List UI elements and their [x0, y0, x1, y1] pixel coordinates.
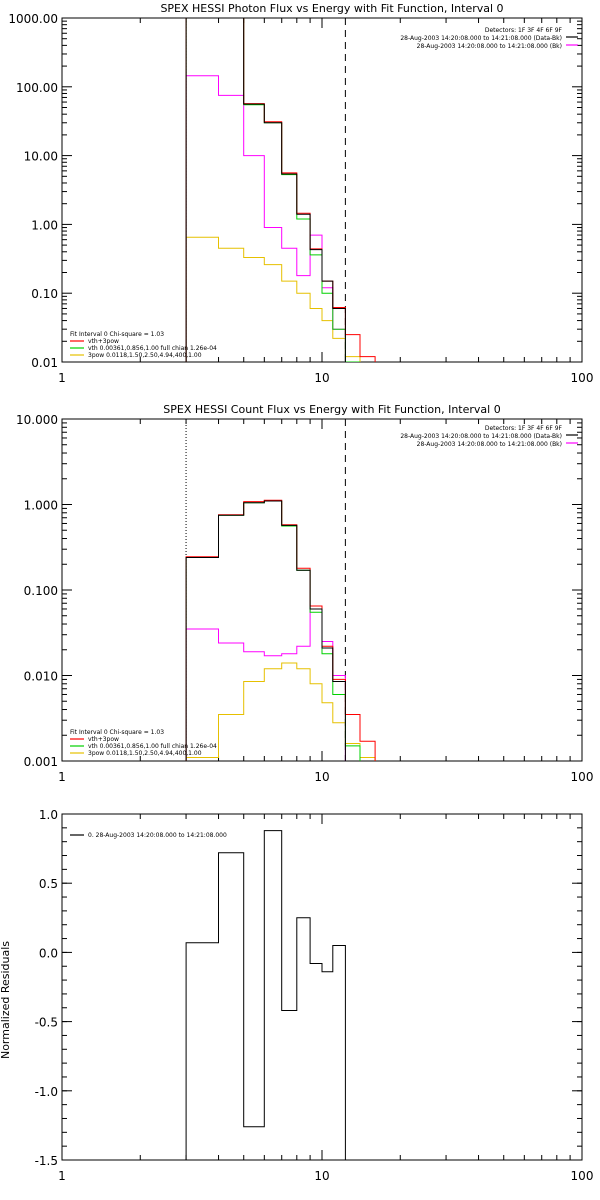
x-tick-label: 10: [314, 1169, 329, 1183]
legend-fit-summary: Fit Interval 0 Chi-square = 1.03: [70, 331, 164, 338]
background-line: [185, 608, 346, 761]
power-law-component-line: [185, 236, 361, 362]
y-tick-label: 0.010: [24, 670, 58, 684]
y-tick-label: 0.5: [39, 877, 58, 891]
y-tick-label: 0.10: [31, 287, 58, 301]
legend-total-label: vth+3pow: [88, 736, 119, 743]
background-line: [185, 75, 346, 362]
observed-spectrum-line: [185, 500, 346, 761]
photon-flux-header: Detectors: 1F 3F 4F 6F 9F 28-Aug-2003 14…: [400, 27, 562, 50]
observed-spectrum-line: [185, 18, 346, 362]
y-tick-label: 0.100: [24, 584, 58, 598]
photon-flux-panel: SPEX HESSI Photon Flux vs Energy with Fi…: [8, 2, 593, 385]
y-tick-label: -1.0: [35, 1085, 58, 1099]
y-tick-label: 10.000: [16, 413, 58, 427]
observed-spectrum-line: [185, 830, 346, 1160]
y-tick-label: 1000.00: [8, 12, 58, 26]
legend-power-law-label: 3pow 0.0118,1.50,2.50,4.94,400,1.00: [88, 750, 202, 757]
count-flux-panel: SPEX HESSI Count Flux vs Energy with Fit…: [16, 403, 593, 784]
legend-fit-summary: Fit Interval 0 Chi-square = 1.03: [70, 729, 164, 736]
residuals-ylabel: Normalized Residuals: [0, 941, 12, 1059]
x-tick-label: 10: [314, 770, 329, 784]
header-data-interval: 28-Aug-2003 14:20:08.000 to 14:21:08.000…: [400, 433, 562, 440]
y-tick-label: 0.001: [24, 755, 58, 769]
photon-flux-legend: Fit Interval 0 Chi-square = 1.03 vth+3po…: [70, 331, 217, 359]
y-tick-label: 0.01: [31, 356, 58, 370]
y-tick-label: 1.00: [31, 218, 58, 232]
x-tick-label: 100: [571, 371, 594, 385]
y-tick-label: 100.00: [16, 81, 58, 95]
legend-total-label: vth+3pow: [88, 338, 119, 345]
x-tick-label: 1: [58, 1169, 66, 1183]
y-tick-label: 0.0: [39, 946, 58, 960]
count-flux-title: SPEX HESSI Count Flux vs Energy with Fit…: [163, 403, 500, 416]
y-tick-label: -1.5: [35, 1154, 58, 1168]
residuals-legend: 0. 28-Aug-2003 14:20:08.000 to 14:21:08.…: [88, 832, 227, 839]
x-tick-label: 10: [314, 371, 329, 385]
x-tick-label: 100: [571, 1169, 594, 1183]
legend-thermal-label: vth 0.00361,0.856,1.00 full chian 1.26e-…: [88, 345, 217, 352]
header-detectors: Detectors: 1F 3F 4F 6F 9F: [485, 425, 563, 432]
y-tick-label: 1.000: [24, 499, 58, 513]
y-tick-label: 1.0: [39, 808, 58, 822]
count-flux-legend: Fit Interval 0 Chi-square = 1.03 vth+3po…: [70, 729, 217, 757]
header-data-interval: 28-Aug-2003 14:20:08.000 to 14:21:08.000…: [400, 35, 562, 42]
y-tick-label: -0.5: [35, 1016, 58, 1030]
header-bk-interval: 28-Aug-2003 14:20:08.000 to 14:21:08.000…: [417, 43, 562, 50]
header-detectors: Detectors: 1F 3F 4F 6F 9F: [485, 27, 563, 34]
legend-interval-label: 0. 28-Aug-2003 14:20:08.000 to 14:21:08.…: [88, 832, 227, 839]
x-tick-label: 1: [58, 371, 66, 385]
legend-power-law-label: 3pow 0.0118,1.50,2.50,4.94,400,1.00: [88, 352, 202, 359]
x-tick-label: 1: [58, 770, 66, 784]
power-law-component-line: [185, 662, 376, 761]
y-tick-label: 10.00: [24, 150, 58, 164]
residuals-panel: Normalized Residuals 0. 28-Aug-2003 14:2…: [0, 808, 593, 1183]
legend-thermal-label: vth 0.00361,0.856,1.00 full chian 1.26e-…: [88, 743, 217, 750]
header-bk-interval: 28-Aug-2003 14:20:08.000 to 14:21:08.000…: [417, 441, 562, 448]
x-tick-label: 100: [571, 770, 594, 784]
photon-flux-title: SPEX HESSI Photon Flux vs Energy with Fi…: [160, 2, 503, 15]
count-flux-header: Detectors: 1F 3F 4F 6F 9F 28-Aug-2003 14…: [400, 425, 562, 448]
